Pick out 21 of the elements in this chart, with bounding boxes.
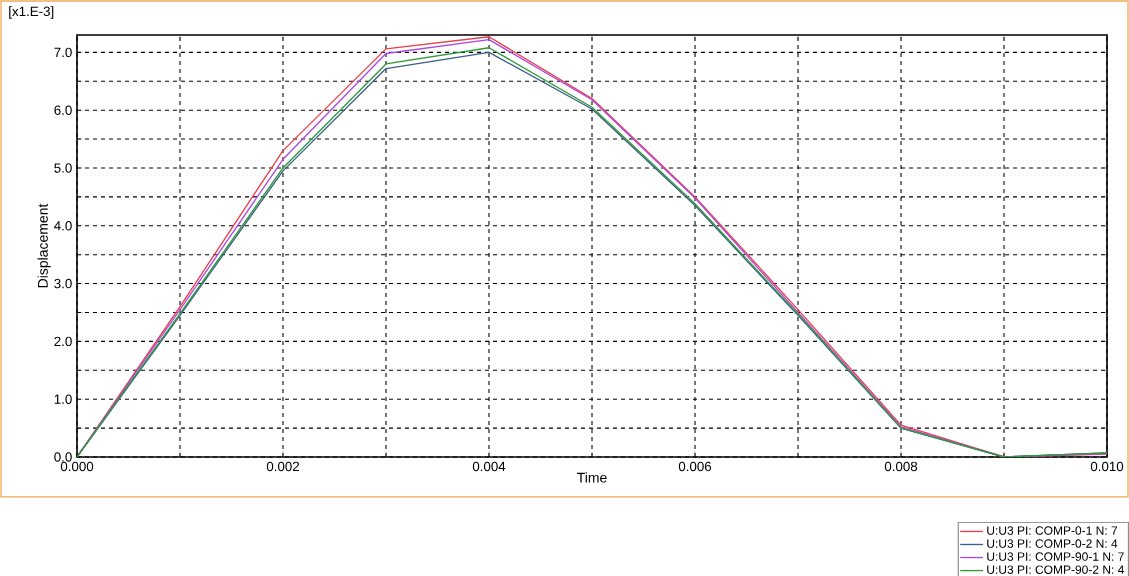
x-tick-label: 0.004 [472, 461, 506, 472]
y-tick-label: 0.0 [54, 452, 72, 462]
x-tick-label: 0.008 [884, 461, 918, 472]
y-axis-title: Displacement [37, 203, 51, 288]
legend-label: U:U3 PI: COMP-0-2 N: 4 [987, 539, 1118, 548]
y-tick-label: 4.0 [54, 221, 72, 231]
y-tick-label: 7.0 [54, 47, 72, 58]
legend-label: U:U3 PI: COMP-90-1 N: 7 [987, 552, 1124, 561]
y-tick-label: 5.0 [54, 163, 72, 173]
x-tick-label: 0.002 [266, 461, 300, 472]
y-tick-label: 3.0 [54, 278, 72, 289]
legend-label: U:U3 PI: COMP-90-2 N: 4 [987, 565, 1124, 574]
y-tick-label: 2.0 [54, 336, 72, 347]
x-tick-label: 0.010 [1090, 461, 1124, 472]
x-tick-label: 0.006 [678, 461, 712, 472]
x-axis-title: Time [577, 472, 607, 483]
text: [x1.E-3] [9, 6, 54, 19]
y-tick-label: 1.0 [54, 394, 72, 404]
y-tick-label: 6.0 [54, 105, 72, 115]
x-tick-label: 0.000 [60, 461, 94, 472]
legend-label: U:U3 PI: COMP-0-1 N: 7 [987, 526, 1118, 535]
